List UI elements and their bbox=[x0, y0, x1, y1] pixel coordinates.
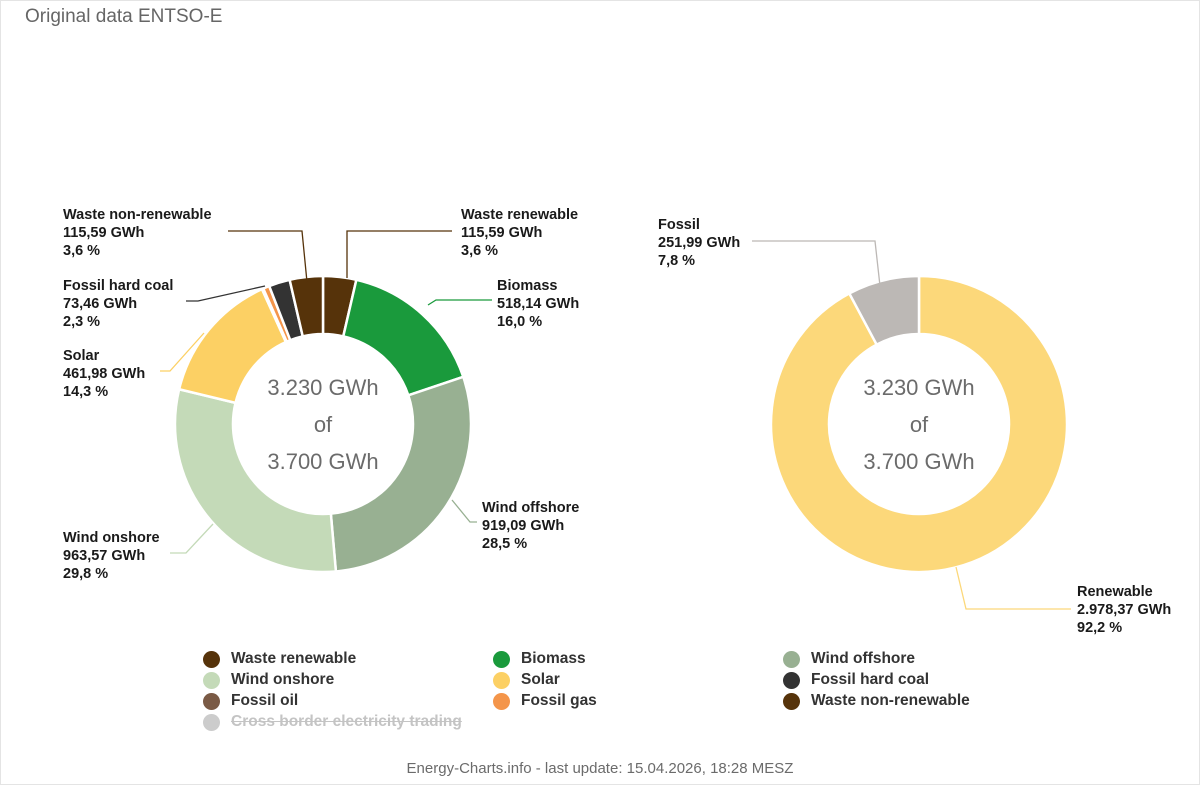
data-label-line: Biomass bbox=[497, 278, 557, 294]
slice-renewable[interactable] bbox=[769, 274, 1069, 574]
legend-swatch bbox=[203, 671, 220, 689]
connector-wind-offshore bbox=[451, 499, 477, 523]
data-label-line: Fossil bbox=[658, 217, 700, 233]
data-label-line: 7,8 % bbox=[658, 253, 695, 269]
data-label-line: 29,8 % bbox=[63, 566, 108, 582]
data-label-line: 115,59 GWh bbox=[63, 225, 144, 241]
slice-fossil[interactable] bbox=[848, 274, 921, 346]
data-label-waste-renewable: Waste renewable 115,59 GWh 3,6 % bbox=[461, 207, 578, 259]
data-label-line: 3,6 % bbox=[461, 243, 498, 259]
connector-biomass bbox=[427, 299, 492, 306]
data-label-line: Solar bbox=[63, 348, 100, 364]
legend-swatch bbox=[493, 671, 510, 689]
data-label-line: 518,14 GWh bbox=[497, 296, 579, 312]
data-label-line: 2,3 % bbox=[63, 314, 100, 330]
data-label-line: 461,98 GWh bbox=[63, 366, 145, 382]
legend-swatch bbox=[783, 650, 800, 668]
legend-item-waste-non-renewable[interactable]: Waste non-renewable bbox=[783, 692, 970, 710]
slice-wind-offshore[interactable] bbox=[329, 375, 473, 573]
legend-label: Biomass bbox=[521, 650, 586, 667]
data-label-fossil: Fossil 251,99 GWh 7,8 % bbox=[658, 217, 740, 269]
legend-label: Fossil gas bbox=[521, 692, 597, 709]
legend-swatch bbox=[493, 650, 510, 668]
center-total: 3.230 GWh of 3.700 GWh bbox=[863, 375, 974, 474]
data-label-biomass: Biomass 518,14 GWh 16,0 % bbox=[497, 278, 579, 330]
legend-item-solar[interactable]: Solar bbox=[493, 671, 560, 689]
center-total: 3.230 GWh of 3.700 GWh bbox=[267, 375, 378, 474]
data-label-wind-offshore: Wind offshore 919,09 GWh 28,5 % bbox=[482, 500, 579, 552]
connector-fossil bbox=[752, 240, 881, 287]
data-label-fossil-hard-coal: Fossil hard coal 73,46 GWh 2,3 % bbox=[63, 278, 173, 330]
data-label-line: 73,46 GWh bbox=[63, 296, 137, 312]
data-label-line: 14,3 % bbox=[63, 384, 108, 400]
data-label-line: Wind onshore bbox=[63, 530, 160, 546]
data-label-solar: Solar 461,98 GWh 14,3 % bbox=[63, 348, 145, 400]
data-label-renewable: Renewable 2.978,37 GWh 92,2 % bbox=[1077, 584, 1171, 636]
connector-waste-non-renewable bbox=[228, 230, 308, 283]
data-label-line: 3,6 % bbox=[63, 243, 100, 259]
connector-fossil-hard-coal bbox=[186, 285, 266, 302]
legend-item-fossil-hard-coal[interactable]: Fossil hard coal bbox=[783, 671, 929, 689]
data-label-line: 919,09 GWh bbox=[482, 518, 564, 534]
data-label-line: 251,99 GWh bbox=[658, 235, 740, 251]
legend-label: Cross border electricity trading bbox=[231, 713, 462, 730]
legend-swatch bbox=[783, 671, 800, 689]
legend-label: Fossil oil bbox=[231, 692, 299, 709]
data-label-waste-non-renewable: Waste non-renewable 115,59 GWh 3,6 % bbox=[63, 207, 212, 259]
footer-credit: Energy-Charts.info - last update: 15.04.… bbox=[406, 760, 794, 777]
data-label-line: 92,2 % bbox=[1077, 620, 1122, 636]
data-label-line: 16,0 % bbox=[497, 314, 542, 330]
center-text-line: 3.230 GWh bbox=[267, 375, 378, 400]
connector-wind-onshore bbox=[170, 523, 214, 554]
legend-item-wind-onshore[interactable]: Wind onshore bbox=[203, 671, 334, 689]
legend-swatch bbox=[493, 692, 510, 710]
center-text-line: 3.230 GWh bbox=[863, 375, 974, 400]
legend-label: Fossil hard coal bbox=[811, 671, 930, 688]
data-label-line: Wind offshore bbox=[482, 500, 579, 516]
donut-chart-1: 3.230 GWh of 3.700 GWh Waste renewable 115,5… bbox=[63, 207, 579, 582]
data-label-line: 115,59 GWh bbox=[461, 225, 542, 241]
slice-wind-onshore[interactable] bbox=[173, 387, 338, 574]
legend-item-waste-renewable[interactable]: Waste renewable bbox=[203, 650, 356, 668]
slice-waste-non-renewable[interactable] bbox=[288, 274, 325, 338]
legend-label: Waste renewable bbox=[231, 650, 357, 667]
legend-item-fossil-oil[interactable]: Fossil oil bbox=[203, 692, 298, 710]
center-text-line: of bbox=[910, 412, 929, 437]
connector-waste-renewable bbox=[346, 230, 452, 278]
connector-solar bbox=[160, 332, 205, 372]
chart-title: Original data ENTSO-E bbox=[25, 6, 223, 27]
legend-item-fossil-gas[interactable]: Fossil gas bbox=[493, 692, 597, 710]
legend-label: Wind offshore bbox=[811, 650, 916, 667]
data-label-wind-onshore: Wind onshore 963,57 GWh 29,8 % bbox=[63, 530, 160, 582]
legend-swatch bbox=[203, 713, 220, 731]
data-label-line: Waste non-renewable bbox=[63, 207, 212, 223]
legend-swatch bbox=[203, 692, 220, 710]
legend-label: Wind onshore bbox=[231, 671, 335, 688]
donut-chart-2: 3.230 GWh of 3.700 GWh Renewable 2.978,37 GW… bbox=[658, 217, 1171, 636]
center-text-line: 3.700 GWh bbox=[863, 449, 974, 474]
legend-label: Waste non-renewable bbox=[811, 692, 970, 709]
legend-label: Solar bbox=[521, 671, 560, 688]
legend-item-wind-offshore[interactable]: Wind offshore bbox=[783, 650, 915, 668]
data-label-line: Renewable bbox=[1077, 584, 1153, 600]
legend-swatch bbox=[203, 650, 220, 668]
legend-item-cross-border-trading[interactable]: Cross border electricity trading bbox=[203, 713, 462, 731]
data-label-line: Waste renewable bbox=[461, 207, 578, 223]
data-label-line: 2.978,37 GWh bbox=[1077, 602, 1171, 618]
data-label-line: 28,5 % bbox=[482, 536, 527, 552]
data-label-line: Fossil hard coal bbox=[63, 278, 173, 294]
data-label-line: 963,57 GWh bbox=[63, 548, 145, 564]
legend-item-biomass[interactable]: Biomass bbox=[493, 650, 586, 668]
connector-renewable bbox=[955, 566, 1071, 610]
center-text-line: 3.700 GWh bbox=[267, 449, 378, 474]
center-text-line: of bbox=[314, 412, 333, 437]
legend-swatch bbox=[783, 692, 800, 710]
